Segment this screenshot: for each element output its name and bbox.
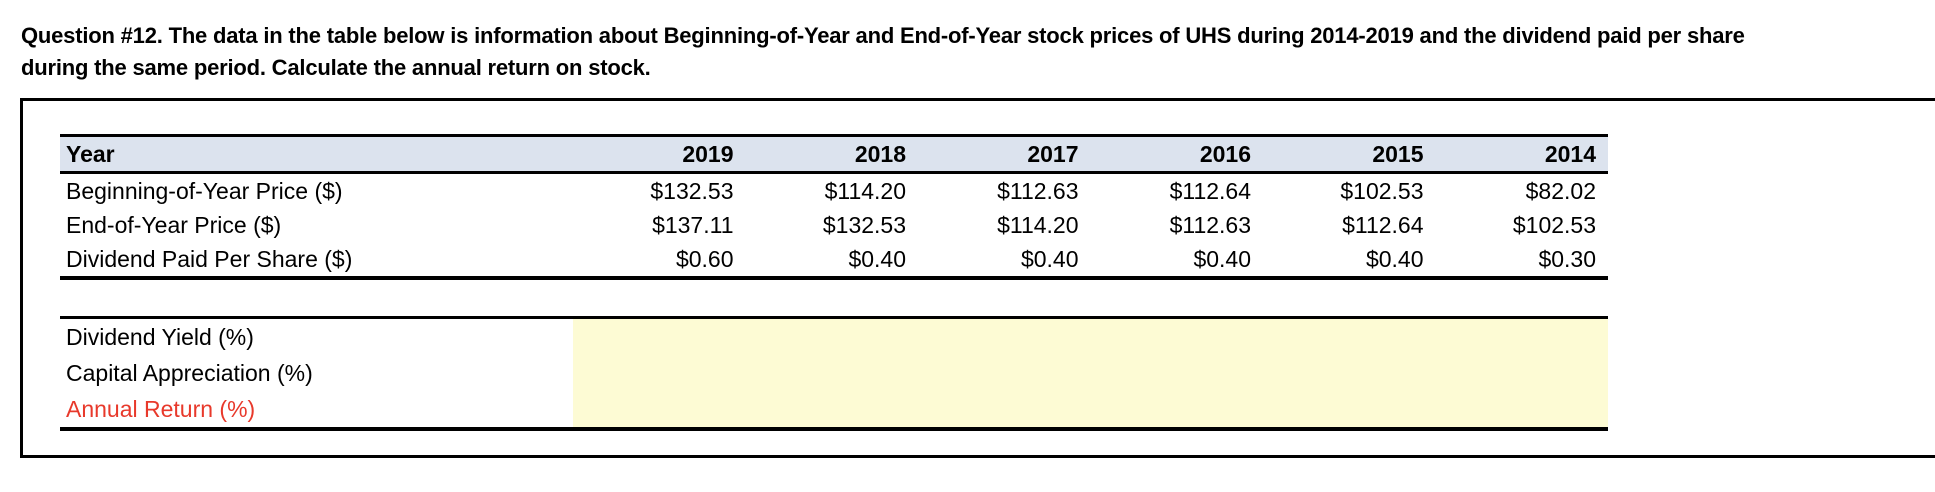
cell-value: $0.60 — [675, 245, 734, 272]
cell-value: $132.53 — [822, 211, 906, 238]
cell-value: $112.63 — [997, 177, 1079, 204]
cell-value: $102.53 — [1512, 211, 1596, 238]
cell-value: $112.63 — [1169, 211, 1251, 238]
question-text-line2: during the same period. Calculate the an… — [21, 55, 651, 80]
stock-price-table: Year 2019 2018 2017 2016 2015 2014 Begin… — [60, 134, 1608, 280]
header-year-2014: 2014 — [1544, 140, 1596, 167]
cell-value: $0.30 — [1538, 245, 1596, 272]
question-text: Question #12. The data in the table belo… — [21, 20, 1745, 84]
question-text-line1: Question #12. The data in the table belo… — [21, 23, 1745, 48]
worksheet-frame — [20, 98, 1935, 458]
answer-cell-dividend-yield[interactable] — [573, 319, 1608, 355]
row-label: Dividend Paid Per Share ($) — [66, 245, 353, 272]
header-year-2019: 2019 — [682, 140, 734, 167]
row-label: End-of-Year Price ($) — [66, 211, 282, 238]
cell-value: $112.64 — [1169, 177, 1251, 204]
answer-row-label-annual-return: Annual Return (%) — [60, 391, 573, 427]
cell-value: $0.40 — [1020, 245, 1079, 272]
cell-value: $114.20 — [824, 177, 906, 204]
cell-value: $102.53 — [1340, 177, 1424, 204]
header-year-2015: 2015 — [1372, 140, 1424, 167]
answer-table: Dividend Yield (%) Capital Appreciation … — [60, 316, 1608, 431]
cell-value: $112.64 — [1342, 211, 1424, 238]
header-year-2016: 2016 — [1199, 140, 1251, 167]
header-year-label: Year — [66, 140, 115, 167]
cell-value: $0.40 — [1193, 245, 1251, 272]
header-year-2018: 2018 — [854, 140, 906, 167]
cell-value: $0.40 — [848, 245, 906, 272]
cell-value: $82.02 — [1525, 177, 1596, 204]
answer-row-annual-return: Annual Return (%) — [60, 391, 1608, 427]
cell-value: $132.53 — [650, 177, 734, 204]
row-label: Beginning-of-Year Price ($) — [66, 177, 343, 204]
answer-row-dividend-yield: Dividend Yield (%) — [60, 319, 1608, 355]
table-header-row: Year 2019 2018 2017 2016 2015 2014 — [60, 134, 1608, 174]
answer-row-label: Capital Appreciation (%) — [60, 355, 573, 391]
table-row-dividend: Dividend Paid Per Share ($) $0.60 $0.40 … — [60, 242, 1608, 280]
table-row-end-price: End-of-Year Price ($) $137.11 $132.53 $1… — [60, 208, 1608, 242]
answer-row-capital-appreciation: Capital Appreciation (%) — [60, 355, 1608, 391]
cell-value: $114.20 — [997, 211, 1079, 238]
header-year-2017: 2017 — [1027, 140, 1079, 167]
answer-row-label: Dividend Yield (%) — [60, 319, 573, 355]
table-row-beginning-price: Beginning-of-Year Price ($) $132.53 $114… — [60, 174, 1608, 208]
cell-value: $0.40 — [1365, 245, 1424, 272]
cell-value: $137.11 — [652, 211, 734, 238]
answer-cell-capital-appreciation[interactable] — [573, 355, 1608, 391]
answer-cell-annual-return[interactable] — [573, 391, 1608, 427]
